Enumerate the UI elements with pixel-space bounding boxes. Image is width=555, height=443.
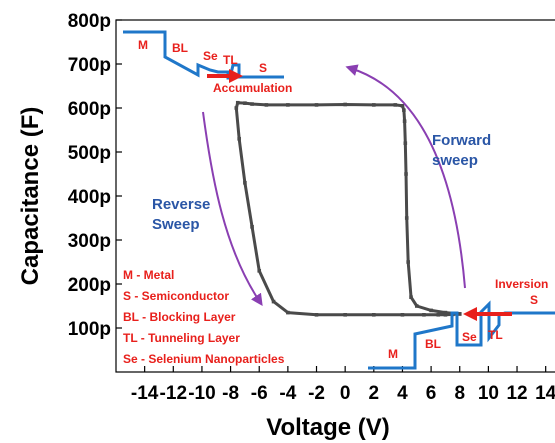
data-point — [372, 313, 376, 317]
data-point — [257, 269, 262, 273]
x-tick-label: -4 — [279, 383, 296, 404]
data-point — [235, 100, 240, 105]
inversion-label-tl: TL — [488, 328, 503, 342]
accumulation-band-line — [123, 30, 284, 80]
y-axis-ticks: 100p 200p 300p 400p 500p 600p 700p 800p — [68, 11, 122, 340]
x-tick-label: 10 — [478, 383, 499, 404]
data-point — [243, 101, 247, 105]
y-tick-label: 100p — [68, 319, 111, 340]
x-tick-label: -14 — [131, 383, 159, 404]
x-tick-label: 0 — [340, 383, 351, 404]
data-point — [443, 310, 448, 315]
inversion-label-s: S — [530, 293, 538, 307]
data-point — [457, 312, 462, 316]
data-point — [406, 260, 410, 264]
accumulation-label-m: M — [138, 38, 148, 52]
inversion-label-m: M — [388, 347, 398, 361]
data-point — [409, 295, 413, 299]
data-point — [286, 103, 290, 107]
x-tick-label: -6 — [251, 383, 268, 404]
accumulation-label-tl: TL — [223, 53, 238, 67]
data-point — [404, 172, 408, 176]
y-tick-label: 200p — [68, 275, 111, 296]
legend-item-metal: M - Metal — [123, 268, 174, 282]
x-tick-label: -10 — [188, 383, 215, 404]
y-tick-label: 500p — [68, 143, 111, 164]
data-point — [404, 216, 409, 220]
data-point — [314, 313, 319, 317]
inversion-band-line — [368, 300, 555, 370]
forward-sweep-label: Forward sweep — [432, 132, 495, 169]
data-point — [264, 103, 269, 107]
inversion-band-diagram: M BL Se TL S Inversion — [368, 277, 555, 370]
data-point — [343, 313, 347, 317]
data-point — [372, 103, 376, 107]
inversion-label-bl: BL — [425, 337, 441, 351]
x-tick-label: -8 — [222, 383, 239, 404]
legend: M - Metal S - Semiconductor BL - Blockin… — [123, 268, 285, 366]
legend-item-tunneling-layer: TL - Tunneling Layer — [123, 331, 240, 345]
y-tick-label: 600p — [68, 99, 111, 120]
x-tick-label: 2 — [369, 383, 380, 404]
accumulation-label-se: Se — [203, 49, 218, 63]
data-point — [429, 308, 433, 313]
reverse-sweep-arrow — [202, 111, 263, 306]
reverse-sweep-label: Reverse Sweep — [152, 196, 215, 233]
data-point — [343, 102, 347, 107]
data-point — [250, 102, 254, 106]
data-point — [314, 103, 319, 107]
x-axis-ticks: -14 -12 -10 -8 -6 -4 -2 0 2 4 6 8 10 12 14 — [131, 366, 555, 404]
y-axis-title: Capacitance (F) — [17, 107, 44, 286]
y-tick-label: 800p — [68, 11, 111, 32]
data-point — [243, 181, 247, 185]
data-point — [436, 313, 441, 317]
data-point — [402, 108, 406, 112]
accumulation-caption: Accumulation — [213, 81, 292, 95]
data-point — [286, 310, 290, 315]
data-series — [234, 100, 462, 317]
y-tick-label: 400p — [68, 187, 111, 208]
accumulation-band-diagram: M BL Se TL S Accumulation — [123, 30, 292, 95]
inversion-label-se: Se — [462, 330, 477, 344]
x-tick-label: 4 — [397, 383, 408, 404]
data-point — [400, 313, 405, 317]
data-point — [400, 104, 405, 108]
accumulation-label-s: S — [259, 61, 267, 75]
data-point — [237, 137, 241, 141]
data-point — [414, 304, 419, 308]
x-tick-label: 6 — [426, 383, 437, 404]
data-point — [271, 299, 276, 304]
data-point — [393, 103, 398, 107]
x-tick-label: 12 — [506, 383, 527, 404]
data-point — [443, 313, 448, 317]
legend-item-blocking-layer: BL - Blocking Layer — [123, 310, 236, 324]
x-axis-title: Voltage (V) — [266, 414, 390, 441]
y-tick-label: 700p — [68, 55, 111, 76]
data-point — [422, 313, 426, 317]
legend-item-selenium: Se - Selenium Nanoparticles — [123, 352, 285, 366]
x-tick-label: 8 — [454, 383, 465, 404]
x-tick-label: -12 — [160, 383, 187, 404]
data-point — [402, 119, 407, 123]
inversion-caption: Inversion — [495, 277, 548, 291]
x-tick-label: -2 — [308, 383, 325, 404]
forward-sweep-arrow — [345, 64, 466, 289]
x-tick-label: 14 — [535, 383, 555, 404]
data-point — [250, 225, 254, 229]
data-point — [234, 106, 239, 110]
data-point — [403, 141, 408, 145]
y-tick-label: 300p — [68, 231, 111, 252]
accumulation-label-bl: BL — [172, 41, 188, 55]
legend-item-semiconductor: S - Semiconductor — [123, 289, 229, 303]
